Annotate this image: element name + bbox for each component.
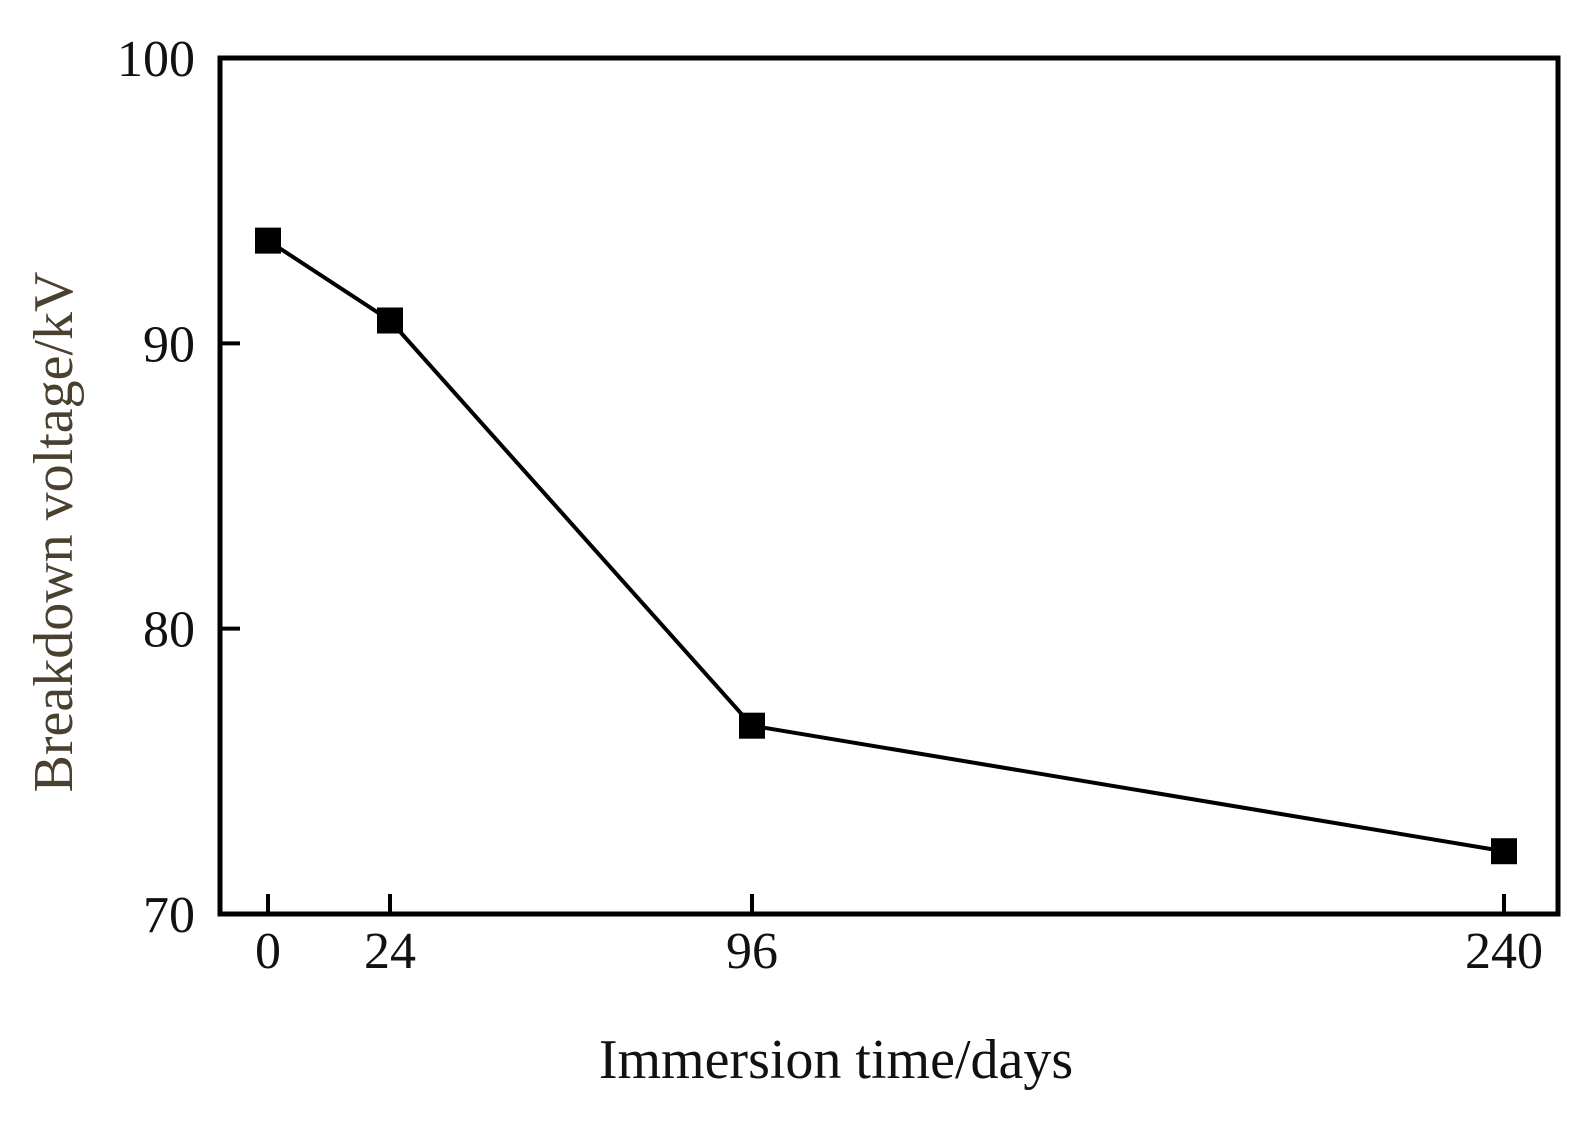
x-tick-label: 96: [726, 923, 778, 980]
x-tick-label: 24: [364, 923, 416, 980]
x-axis-ticks: 0 24 96 240: [255, 894, 1543, 980]
data-point: [255, 227, 281, 254]
y-axis-ticks: 70 80 90 100: [117, 31, 240, 944]
y-axis-title: Breakdown voltage/kV: [23, 272, 85, 793]
x-axis-title: Immersion time/days: [599, 1029, 1073, 1091]
data-point: [1491, 838, 1517, 865]
y-tick-label: 80: [143, 602, 195, 659]
plot-frame: [217, 55, 1561, 917]
series-layer: [255, 227, 1517, 865]
data-point: [377, 307, 403, 334]
y-tick-label: 100: [117, 31, 195, 88]
y-tick-label: 70: [143, 887, 195, 944]
series-line: [266, 238, 1505, 854]
x-tick-label: 240: [1465, 923, 1543, 980]
y-tick-label: 90: [143, 316, 195, 373]
data-point: [739, 712, 765, 739]
x-tick-label: 0: [255, 923, 281, 980]
